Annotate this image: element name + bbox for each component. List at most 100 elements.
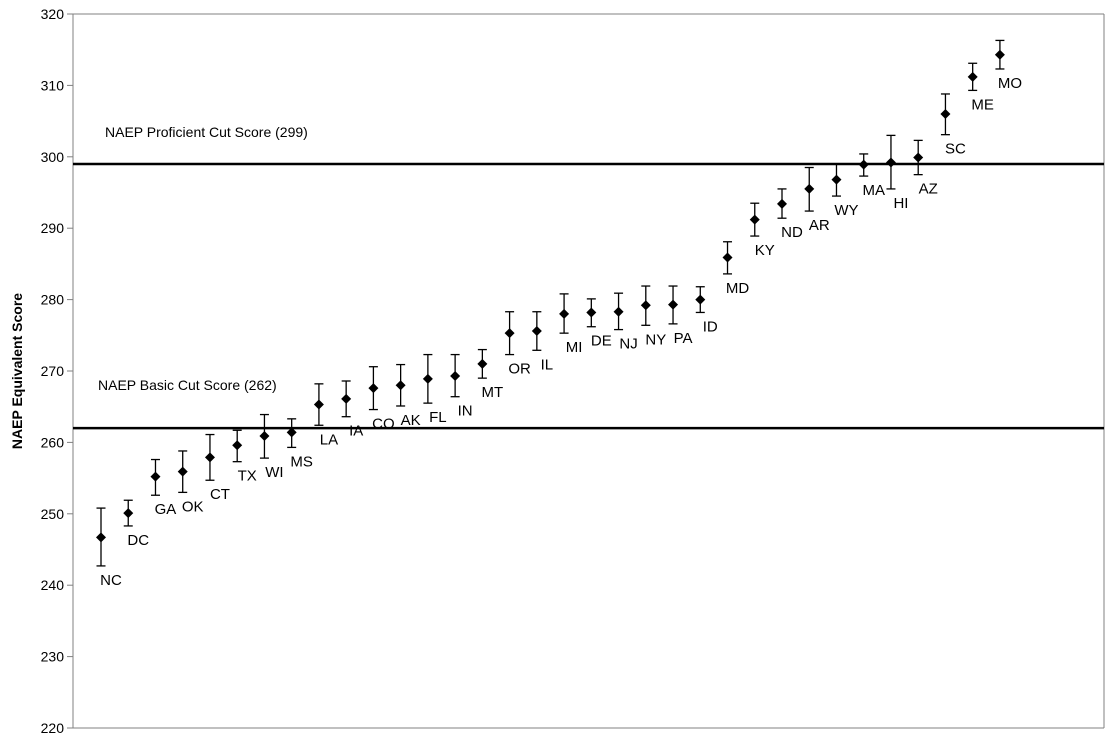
data-point-fl: FL [422, 353, 447, 426]
diamond-marker [368, 383, 379, 394]
diamond-marker [695, 294, 706, 305]
diamond-marker [804, 183, 815, 194]
data-point-co: CO [368, 366, 395, 433]
state-label: MT [482, 384, 504, 401]
diamond-marker [967, 71, 978, 82]
data-point-ok: OK [177, 450, 204, 515]
data-point-tx: TX [232, 429, 257, 485]
diamond-marker [858, 159, 869, 170]
state-label: ID [703, 318, 718, 335]
data-point-wi: WI [259, 413, 284, 481]
y-tick-label: 270 [41, 363, 65, 379]
data-point-ky: KY [749, 202, 775, 259]
data-point-pa: PA [668, 285, 693, 347]
diamond-marker [913, 152, 924, 163]
state-label: CO [372, 416, 395, 433]
data-point-dc: DC [123, 499, 149, 549]
state-label: NJ [619, 336, 637, 353]
y-tick-label: 280 [41, 292, 65, 308]
data-point-ga: GA [150, 458, 177, 518]
diamond-marker [640, 300, 651, 311]
data-point-ms: MS [286, 418, 313, 470]
data-point-ar: AR [804, 166, 830, 234]
data-point-id: ID [695, 286, 718, 335]
y-axis-ticks: 220 230 240 250 260 270 280 290 300 310 320 [41, 6, 73, 736]
diamond-marker [749, 214, 760, 225]
data-point-ma: MA [858, 153, 885, 199]
state-label: MD [726, 280, 749, 297]
state-label: DE [591, 333, 612, 350]
diamond-marker [259, 430, 270, 441]
diamond-marker [286, 427, 297, 438]
diamond-marker [531, 326, 542, 337]
state-label: MO [998, 75, 1022, 92]
y-tick-label: 260 [41, 434, 65, 450]
diamond-marker [777, 198, 787, 209]
diamond-marker [395, 380, 406, 391]
state-label: DC [127, 532, 149, 549]
data-point-ny: NY [640, 285, 666, 348]
data-point-nc: NC [96, 507, 122, 589]
state-label: LA [320, 431, 338, 448]
state-label: IN [458, 403, 473, 420]
state-label: AZ [919, 181, 938, 198]
data-point-md: MD [722, 241, 749, 297]
diamond-marker [504, 328, 515, 339]
data-point-il: IL [531, 311, 553, 373]
state-label: ME [971, 96, 994, 113]
data-point-az: AZ [913, 139, 938, 198]
y-tick-label: 320 [41, 6, 65, 22]
cut-score-label: NAEP Basic Cut Score (262) [98, 377, 277, 393]
state-label: NY [645, 331, 666, 348]
diamond-marker [831, 174, 842, 185]
diamond-marker [994, 49, 1005, 60]
diamond-marker [150, 471, 161, 482]
diamond-marker [668, 299, 679, 310]
state-label: CT [210, 486, 230, 503]
state-label: MS [290, 453, 313, 470]
y-tick-label: 240 [41, 577, 65, 593]
y-tick-label: 230 [41, 649, 65, 665]
diamond-marker [313, 399, 324, 410]
state-label: AR [809, 217, 830, 234]
diamond-marker [477, 358, 488, 369]
diamond-marker [885, 157, 896, 168]
data-point-hi: HI [885, 134, 908, 212]
diamond-marker [613, 306, 624, 317]
data-point-me: ME [967, 62, 994, 113]
state-label: AK [401, 412, 421, 429]
data-point-sc: SC [940, 93, 966, 158]
diamond-marker [177, 466, 188, 477]
reference-lines: NAEP Proficient Cut Score (299) NAEP Basi… [73, 124, 1104, 430]
diamond-marker [232, 440, 243, 451]
data-point-nj: NJ [613, 292, 638, 353]
data-point-de: DE [586, 298, 612, 350]
state-label: IA [349, 423, 363, 440]
state-label: PA [674, 330, 693, 347]
diamond-marker [422, 373, 433, 384]
data-point-mt: MT [477, 348, 504, 401]
data-point-ak: AK [395, 363, 421, 429]
cut-score-label: NAEP Proficient Cut Score (299) [105, 124, 308, 140]
state-label: MA [862, 182, 885, 199]
y-tick-label: 300 [41, 149, 65, 165]
diamond-marker [341, 393, 352, 404]
data-point-la: LA [313, 383, 338, 448]
diamond-marker [450, 370, 461, 381]
y-axis-title: NAEP Equivalent Score [9, 293, 25, 449]
y-tick-label: 290 [41, 220, 65, 236]
diamond-marker [204, 452, 215, 463]
data-point-or: OR [504, 311, 531, 378]
state-label: ND [781, 224, 803, 241]
y-tick-label: 250 [41, 506, 65, 522]
diamond-marker [722, 252, 733, 263]
diamond-marker [123, 508, 134, 519]
data-point-ct: CT [204, 433, 230, 503]
state-label: GA [155, 501, 177, 518]
data-point-mi: MI [559, 293, 582, 356]
diamond-marker [940, 108, 951, 119]
data-point-wy: WY [831, 163, 859, 219]
state-label: OK [182, 498, 204, 515]
state-label: WY [834, 202, 858, 219]
